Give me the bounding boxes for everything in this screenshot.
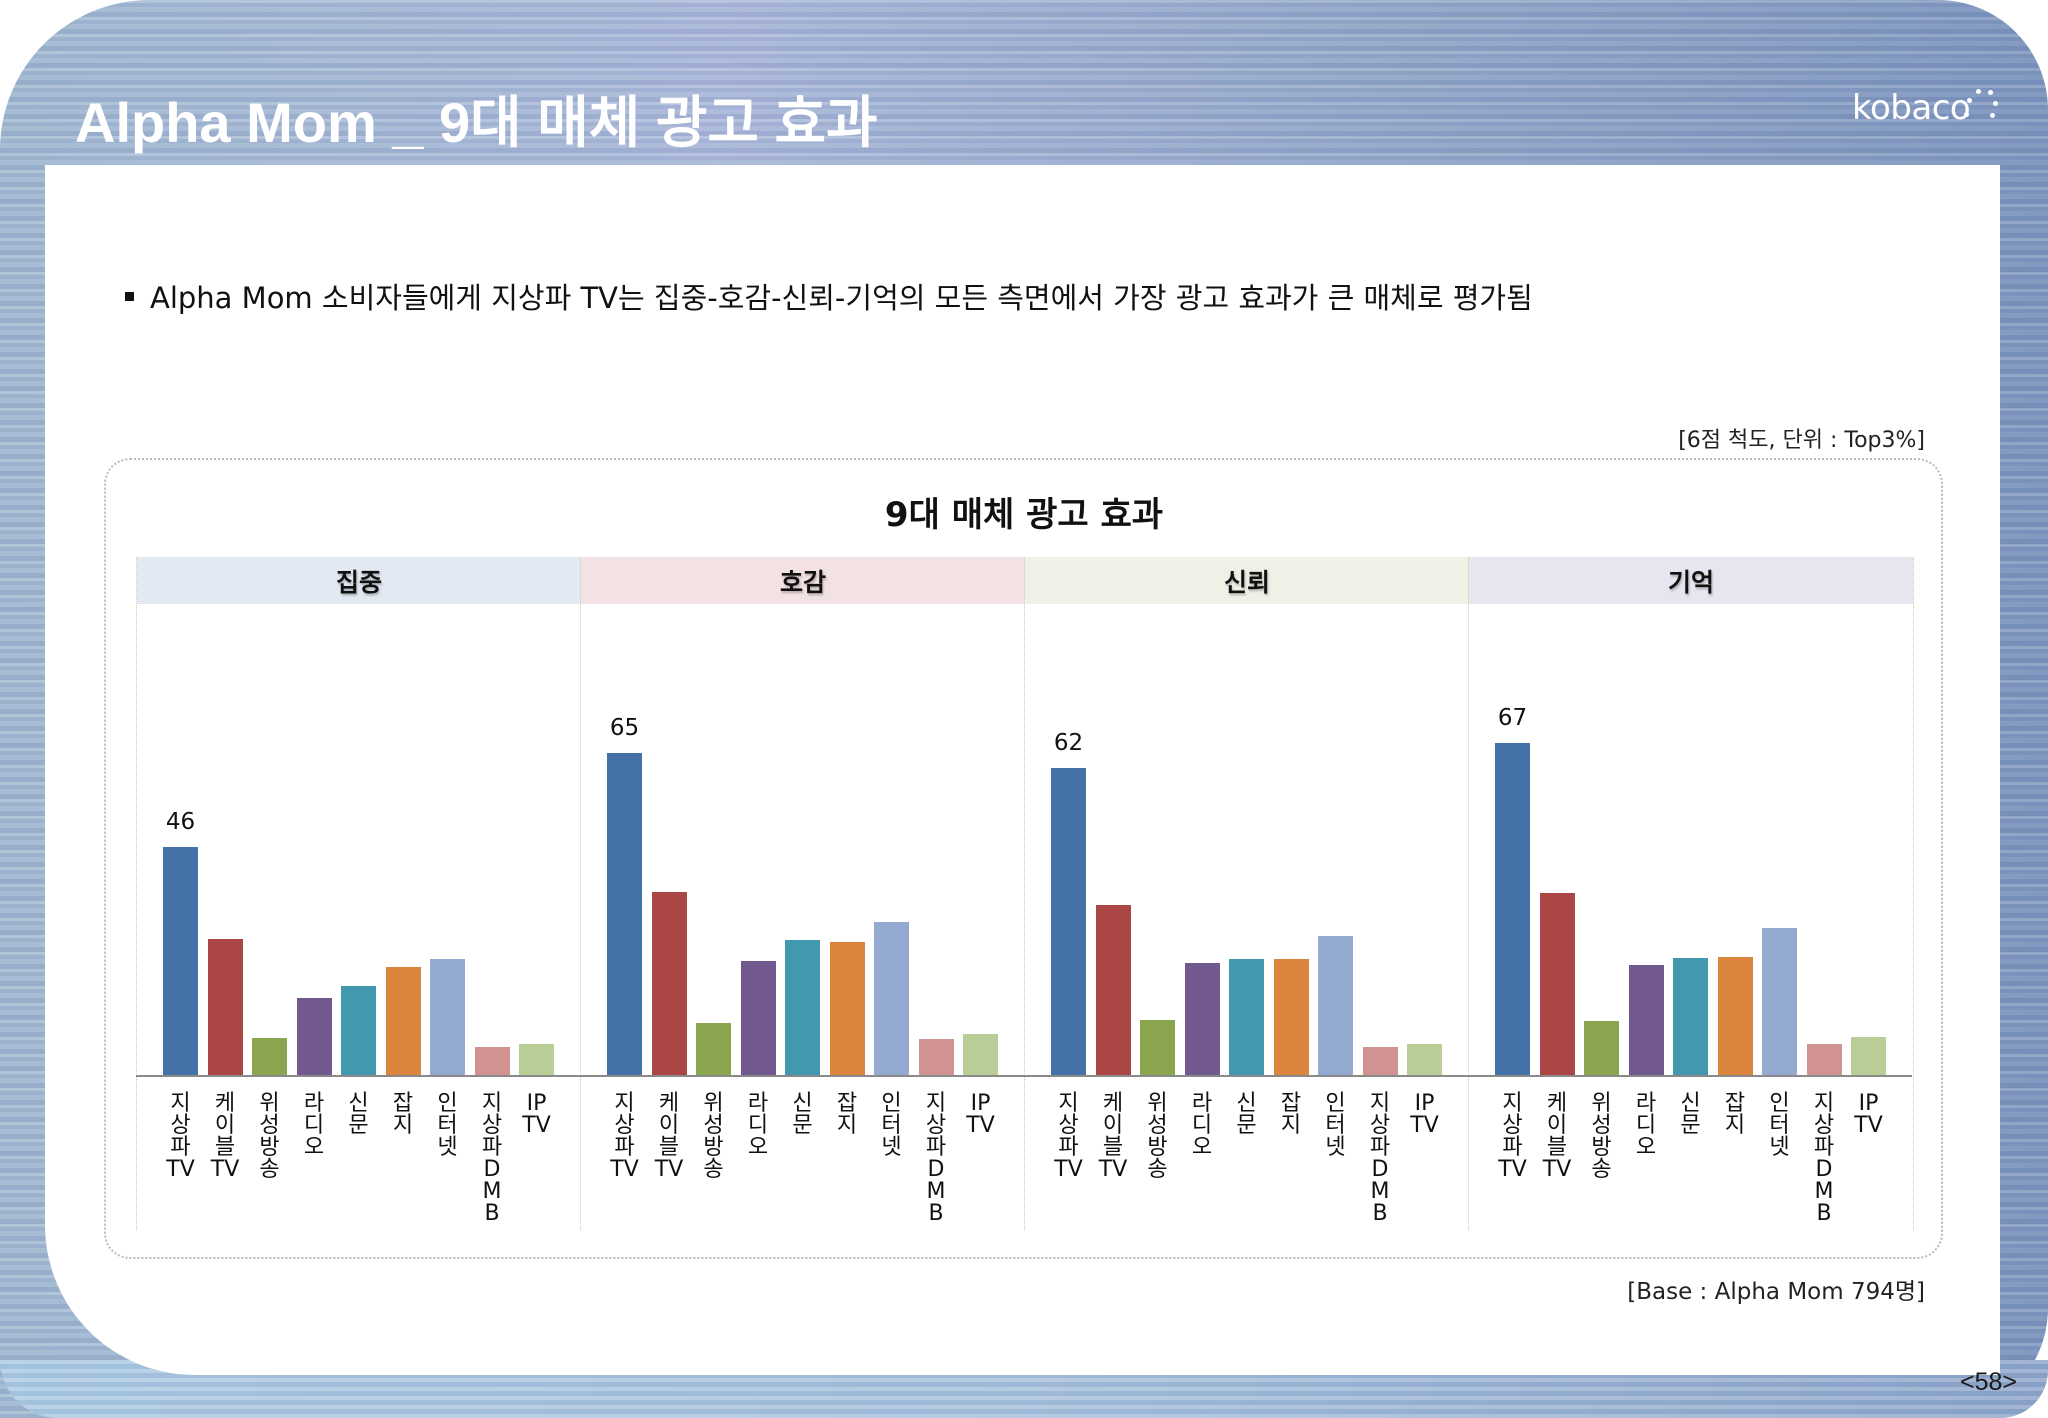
x-axis-label: 신문: [1680, 1091, 1701, 1138]
panel-header: 호감: [581, 557, 1025, 604]
chart-bar: [252, 1037, 287, 1076]
chart-bar: [1539, 893, 1575, 1076]
x-axis-label: 케이블TV: [1542, 1091, 1572, 1182]
x-axis-label: 잡지: [1724, 1091, 1746, 1138]
x-axis-label: 신문: [348, 1091, 369, 1138]
chart-bar: [341, 985, 376, 1076]
x-axis-label: 잡지: [1280, 1091, 1302, 1138]
bar-value-label: 46: [165, 809, 196, 836]
bar-value-label: 62: [1053, 729, 1084, 756]
x-axis-label: 인터넷: [1769, 1091, 1790, 1160]
x-axis-label: 케이블TV: [1098, 1091, 1128, 1182]
x-axis-label: 인터넷: [1325, 1091, 1346, 1160]
chart-bar: [785, 939, 820, 1076]
chart-bar: [1140, 1020, 1175, 1076]
page-number: <58>: [1960, 1368, 2018, 1396]
x-axis-label: 라디오: [1191, 1091, 1213, 1160]
unit-note: [6점 척도, 단위 : Top3%]: [1678, 428, 1925, 453]
x-axis-label: IPTV: [1410, 1091, 1439, 1138]
chart-bar: [1095, 904, 1131, 1076]
chart-container: [104, 458, 1943, 1259]
chart-bar: [651, 892, 687, 1076]
bullet-square-icon: [125, 291, 134, 301]
chart-bar: [740, 961, 776, 1076]
x-axis-label: 라디오: [1635, 1091, 1657, 1160]
chart-bar: [519, 1043, 554, 1076]
chart-bar: [1051, 767, 1086, 1076]
x-axis-label: 위성방송: [1591, 1091, 1612, 1182]
chart-bar: [207, 939, 243, 1076]
bar-value-label: 65: [609, 714, 640, 741]
base-note: [Base : Alpha Mom 794명]: [1627, 1279, 1925, 1305]
chart-bar: [918, 1039, 954, 1076]
chart-bar: [1184, 963, 1220, 1076]
chart-bar: [163, 847, 198, 1076]
chart-panel: 신뢰: [1024, 557, 1469, 1230]
x-axis-label: 케이블TV: [654, 1091, 684, 1182]
panel-header: 기억: [1469, 557, 1913, 604]
summary-bullet: Alpha Mom 소비자들에게 지상파 TV는 집중-호감-신뢰-기억의 모든…: [125, 275, 1533, 317]
bar-value-label: 67: [1497, 705, 1528, 731]
chart-bar: [1407, 1044, 1442, 1076]
x-axis-label: 인터넷: [881, 1091, 902, 1160]
chart-bar: [963, 1034, 998, 1076]
chart-bar: [696, 1022, 731, 1076]
chart-bar: [296, 998, 332, 1076]
x-axis-label: 잡지: [836, 1091, 858, 1138]
x-axis-label: 잡지: [392, 1091, 414, 1138]
chart-bar: [1628, 965, 1664, 1076]
chart-bar: [1229, 959, 1264, 1076]
chart-bar: [874, 921, 909, 1076]
chart-panel: 기억: [1468, 557, 1914, 1230]
x-axis-label: 라디오: [747, 1091, 769, 1160]
chart-bar: [385, 967, 421, 1076]
x-axis-label: 지상파DMB: [481, 1091, 503, 1226]
chart-bar: [430, 959, 465, 1076]
chart-bar: [1717, 957, 1753, 1076]
x-axis-label: 지상파DMB: [1369, 1091, 1391, 1226]
panel-header: 집중: [137, 557, 581, 604]
kobaco-logo: kobaco: [1852, 88, 1971, 128]
x-axis-label: 신문: [1236, 1091, 1257, 1138]
x-axis-label: IPTV: [966, 1091, 995, 1138]
chart-bar: [474, 1046, 510, 1076]
chart-bar: [607, 752, 642, 1076]
chart-bar: [1318, 936, 1353, 1076]
x-axis-label: 위성방송: [703, 1091, 724, 1182]
chart-bar: [1673, 958, 1708, 1076]
x-axis-label: IPTV: [1854, 1091, 1883, 1138]
chart-bar: [1495, 743, 1530, 1076]
slide-title: Alpha Mom _ 9대 매체 광고 효과: [75, 91, 878, 154]
chart-bar: [1762, 927, 1797, 1076]
x-axis-label: 라디오: [303, 1091, 325, 1160]
x-axis-label: 지상파TV: [166, 1091, 195, 1182]
chart-panel: 호감: [580, 557, 1025, 1230]
x-axis-label: 위성방송: [259, 1091, 280, 1182]
chart-bar: [829, 941, 865, 1076]
x-axis-label: 지상파DMB: [925, 1091, 947, 1226]
chart-bar: [1851, 1037, 1886, 1076]
chart-bar: [1806, 1044, 1842, 1076]
x-axis-label: 케이블TV: [210, 1091, 240, 1182]
slide-content-area: [45, 165, 2000, 1375]
kobaco-logo-dots-icon: [1962, 86, 1998, 126]
x-axis-label: 위성방송: [1147, 1091, 1168, 1182]
summary-bullet-text: Alpha Mom 소비자들에게 지상파 TV는 집중-호감-신뢰-기억의 모든…: [150, 281, 1533, 315]
x-axis-label: 지상파DMB: [1813, 1091, 1835, 1226]
x-axis-label: 지상파TV: [1498, 1091, 1527, 1182]
chart-panel: 집중: [136, 557, 581, 1230]
x-axis-label: 신문: [792, 1091, 813, 1138]
chart-x-axis: [136, 1075, 1912, 1077]
chart-bar: [1273, 959, 1309, 1076]
chart-title: 9대 매체 광고 효과: [884, 495, 1164, 535]
chart-bar: [1584, 1020, 1619, 1076]
panel-header: 신뢰: [1025, 557, 1469, 604]
x-axis-label: 지상파TV: [610, 1091, 639, 1182]
chart-bar: [1362, 1047, 1398, 1076]
x-axis-label: IPTV: [522, 1091, 551, 1138]
x-axis-label: 지상파TV: [1054, 1091, 1083, 1182]
x-axis-label: 인터넷: [437, 1091, 458, 1160]
